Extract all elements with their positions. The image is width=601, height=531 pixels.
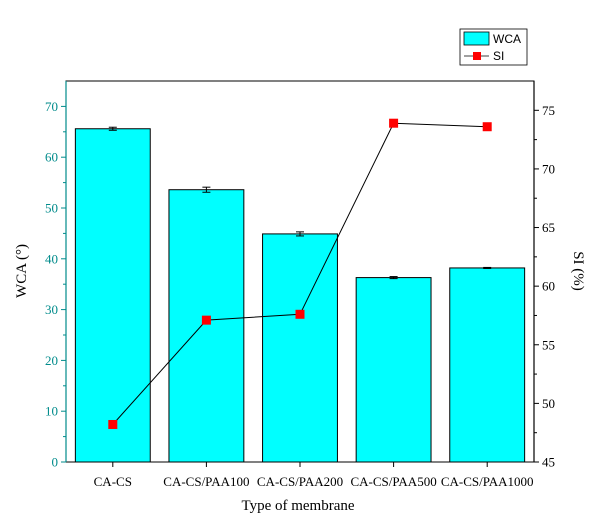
right-tick-label-65: 65 (542, 220, 555, 235)
left-tick-label-70: 70 (45, 99, 58, 114)
wca-bar-1 (168, 189, 245, 463)
wca-bar-2 (262, 233, 338, 463)
right-tick-label-45: 45 (542, 455, 555, 470)
right-axis-title: SI (%) (570, 251, 586, 291)
left-tick-label-0: 0 (52, 455, 59, 470)
wca-bar-0 (74, 128, 151, 463)
si-point-3 (389, 118, 399, 128)
si-point-4 (482, 122, 492, 132)
wca-bar-4 (449, 267, 526, 463)
x-tick-label-1: CA-CS/PAA100 (163, 474, 249, 489)
x-tick-label-2: CA-CS/PAA200 (257, 474, 343, 489)
left-tick-label-60: 60 (45, 150, 58, 165)
right-tick-label-60: 60 (542, 279, 555, 294)
si-point-2 (295, 309, 305, 319)
right-tick-label-75: 75 (542, 103, 555, 118)
wca-error-bar-3 (389, 276, 398, 280)
x-axis-title: Type of membrane (241, 498, 354, 514)
left-axis-title: WCA (°) (14, 244, 30, 298)
x-tick-label-4: CA-CS/PAA1000 (441, 474, 534, 489)
left-tick-label-30: 30 (45, 302, 58, 317)
x-tick-label-0: CA-CS (94, 474, 132, 489)
left-tick-label-50: 50 (45, 201, 58, 216)
legend-si-marker (473, 52, 481, 60)
left-tick-label-40: 40 (45, 251, 58, 266)
wca-error-bars (108, 126, 492, 280)
right-tick-label-50: 50 (542, 396, 555, 411)
si-point-1 (201, 315, 211, 325)
wca-error-bar-0 (108, 126, 117, 131)
wca-error-bar-1 (202, 186, 211, 193)
legend-wca-label: WCA (493, 32, 521, 46)
si-point-0 (108, 419, 118, 429)
wca-error-bar-2 (296, 231, 304, 237)
x-tick-label-3: CA-CS/PAA500 (350, 474, 436, 489)
legend-si-label: SI (493, 49, 504, 63)
wca-error-bar-4 (483, 266, 492, 269)
legend-wca-swatch (463, 31, 490, 46)
si-line-series (108, 118, 492, 429)
wca-bars (74, 128, 526, 463)
legend: WCA SI (459, 28, 528, 66)
right-tick-label-55: 55 (542, 337, 555, 352)
left-tick-label-10: 10 (45, 404, 58, 419)
left-tick-label-20: 20 (45, 353, 58, 368)
wca-bar-3 (355, 277, 432, 463)
left-y-axis: 0 10 20 30 40 50 60 70 (45, 81, 67, 470)
x-axis: CA-CS CA-CS/PAA100 CA-CS/PAA200 CA-CS/PAA50… (94, 462, 534, 489)
right-tick-label-70: 70 (542, 161, 555, 176)
right-y-axis: 45 50 55 60 65 70 75 (533, 81, 555, 470)
